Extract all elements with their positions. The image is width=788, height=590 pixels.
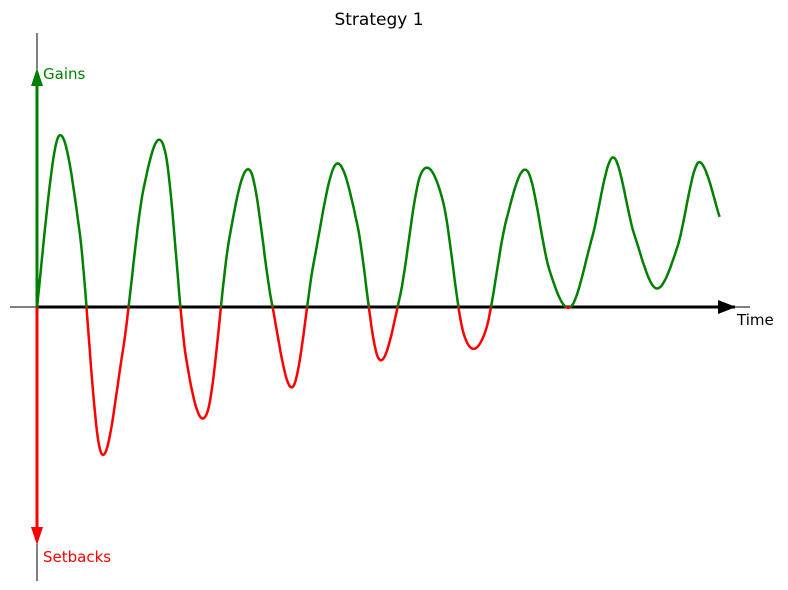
setbacks-segment-3	[179, 306, 223, 420]
series-layer	[35, 133, 721, 457]
time-arrowhead	[718, 300, 736, 314]
gains-segment-6	[305, 162, 371, 308]
gains-segment-4	[219, 168, 274, 308]
setbacks-label: Setbacks	[43, 548, 111, 566]
setbacks-segment-9	[457, 306, 493, 351]
gains-label: Gains	[43, 65, 85, 83]
gains-arrowhead	[31, 68, 43, 86]
time-label: Time	[736, 311, 774, 329]
setbacks-segment-5	[271, 306, 309, 389]
setbacks-arrowhead	[31, 527, 43, 545]
gains-segment-0	[35, 133, 88, 308]
gains-segment-10	[489, 168, 567, 309]
gains-segment-12	[569, 156, 721, 308]
setbacks-segment-7	[367, 306, 399, 362]
gains-segment-8	[396, 166, 460, 308]
gains-segment-2	[127, 138, 182, 308]
chart-title: Strategy 1	[334, 10, 423, 30]
setbacks-segment-1	[85, 306, 130, 457]
setbacks-segment-11	[564, 305, 572, 310]
